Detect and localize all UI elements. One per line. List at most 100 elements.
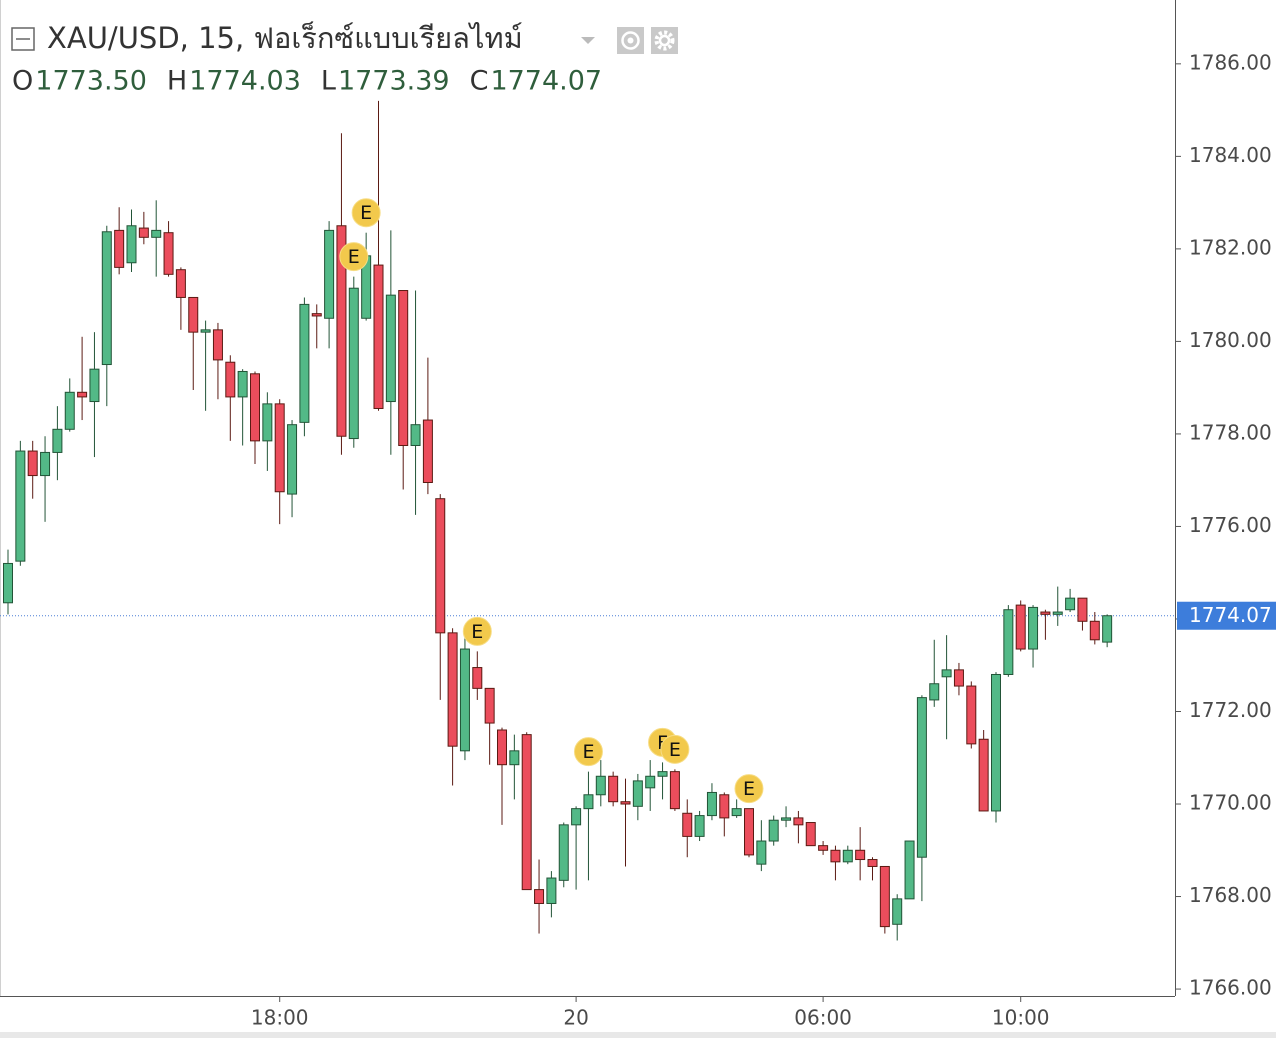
candle-body (669, 771, 680, 810)
ohlc-key: H (167, 66, 187, 97)
candle-body (3, 562, 13, 604)
candle-body (459, 648, 470, 752)
bottom-strip (0, 1032, 1276, 1038)
candle-body (558, 824, 569, 881)
candle-body (1089, 620, 1100, 641)
y-tick-label: 1770.00 (1189, 791, 1272, 815)
event-label: E (582, 741, 594, 763)
chart-title: XAU/USD, 15, ฟอเร็กซ์แบบเรียลไทม์ (47, 20, 523, 55)
event-marker[interactable] (573, 737, 603, 767)
plot-area: EEEEFEE (0, 100, 1175, 941)
candle-body (163, 232, 174, 275)
x-tick-label: 18:00 (251, 1006, 309, 1030)
candle-body (52, 428, 63, 453)
candle-body (620, 801, 631, 805)
candle-body (966, 685, 977, 745)
candle-body (89, 368, 100, 403)
candle-body (768, 819, 779, 842)
candle-body (287, 424, 298, 495)
candle-body (706, 791, 717, 817)
candle-body (336, 225, 347, 437)
event-marker[interactable] (339, 242, 369, 272)
candle-body (237, 370, 248, 398)
candle-body (373, 264, 384, 409)
candle-body (324, 229, 335, 319)
candle-body (385, 294, 396, 403)
event-label: E (360, 202, 372, 224)
candle-body (1003, 609, 1014, 675)
candle-body (299, 303, 310, 423)
candle-body (682, 812, 693, 837)
candle-body (422, 419, 433, 484)
candle-body (77, 391, 88, 398)
ohlc-key: L (321, 66, 336, 97)
candle-body (756, 840, 767, 865)
candle-body (200, 329, 211, 333)
candle-body (583, 794, 594, 810)
candle-body (1065, 597, 1076, 611)
candle-body (855, 849, 866, 861)
event-label: E (471, 621, 483, 643)
candle-body (1077, 597, 1088, 622)
candle-body (348, 287, 359, 440)
candle-body (497, 729, 507, 766)
header: XAU/USD, 15, ฟอเร็กซ์แบบเรียลไทม์ O 1773.… (11, 20, 678, 97)
y-tick-label: 1772.00 (1189, 698, 1272, 722)
ohlc-value: 1773.50 (35, 66, 147, 97)
candle-body (867, 859, 878, 867)
x-tick-label: 10:00 (992, 1006, 1050, 1030)
ohlc-key: O (12, 66, 33, 97)
candle-body (410, 424, 421, 446)
candle-body (435, 498, 446, 634)
y-tick-label: 1766.00 (1189, 976, 1272, 1000)
candle-body (1028, 606, 1039, 650)
y-tick-label: 1782.00 (1189, 235, 1272, 259)
candle-body (916, 697, 927, 858)
y-tick-label: 1778.00 (1189, 420, 1272, 444)
candle-body (225, 361, 236, 398)
event-marker[interactable] (462, 616, 492, 646)
candle-body (262, 403, 273, 442)
event-marker[interactable] (660, 734, 690, 764)
ohlc-value: 1773.39 (338, 66, 450, 97)
candle-body (645, 775, 656, 789)
candle-body (40, 451, 51, 477)
candle-body (1102, 615, 1113, 643)
y-tick-label: 1776.00 (1189, 513, 1272, 537)
candle-body (929, 683, 940, 701)
candle-body (212, 329, 223, 361)
candle-body (484, 687, 495, 724)
candle-body (657, 771, 668, 777)
candle-body (101, 231, 112, 366)
dropdown-arrow[interactable] (581, 37, 595, 44)
candle-body (1040, 611, 1051, 615)
candle-body (114, 229, 125, 268)
candle-body (608, 775, 619, 803)
ohlc-value: 1774.07 (490, 66, 602, 97)
ohlc-value: 1774.03 (189, 66, 301, 97)
candle-body (546, 877, 557, 904)
candle-body (719, 794, 730, 819)
event-marker[interactable] (734, 774, 764, 804)
ohlc-legend: O 1773.50 H 1774.03 L 1773.39 C 1774.07 (12, 66, 602, 97)
candle-body (175, 269, 186, 298)
candle-body (818, 845, 829, 851)
candle-body (1052, 611, 1063, 615)
candle-body (138, 227, 149, 238)
eye-icon (621, 31, 640, 50)
candle-body (571, 808, 582, 826)
candle-body (731, 808, 742, 817)
y-tick-label: 1786.00 (1189, 50, 1272, 74)
candle-body (398, 290, 409, 446)
candle-body (781, 817, 792, 821)
candle-body (188, 296, 199, 333)
x-tick-label: 20 (563, 1006, 588, 1030)
event-marker[interactable] (351, 198, 381, 228)
candle-body (534, 889, 545, 904)
candle-body (830, 849, 841, 863)
candle-body (472, 667, 483, 689)
time-axis: 18:00 20 06:00 10:00 (251, 997, 1050, 1030)
